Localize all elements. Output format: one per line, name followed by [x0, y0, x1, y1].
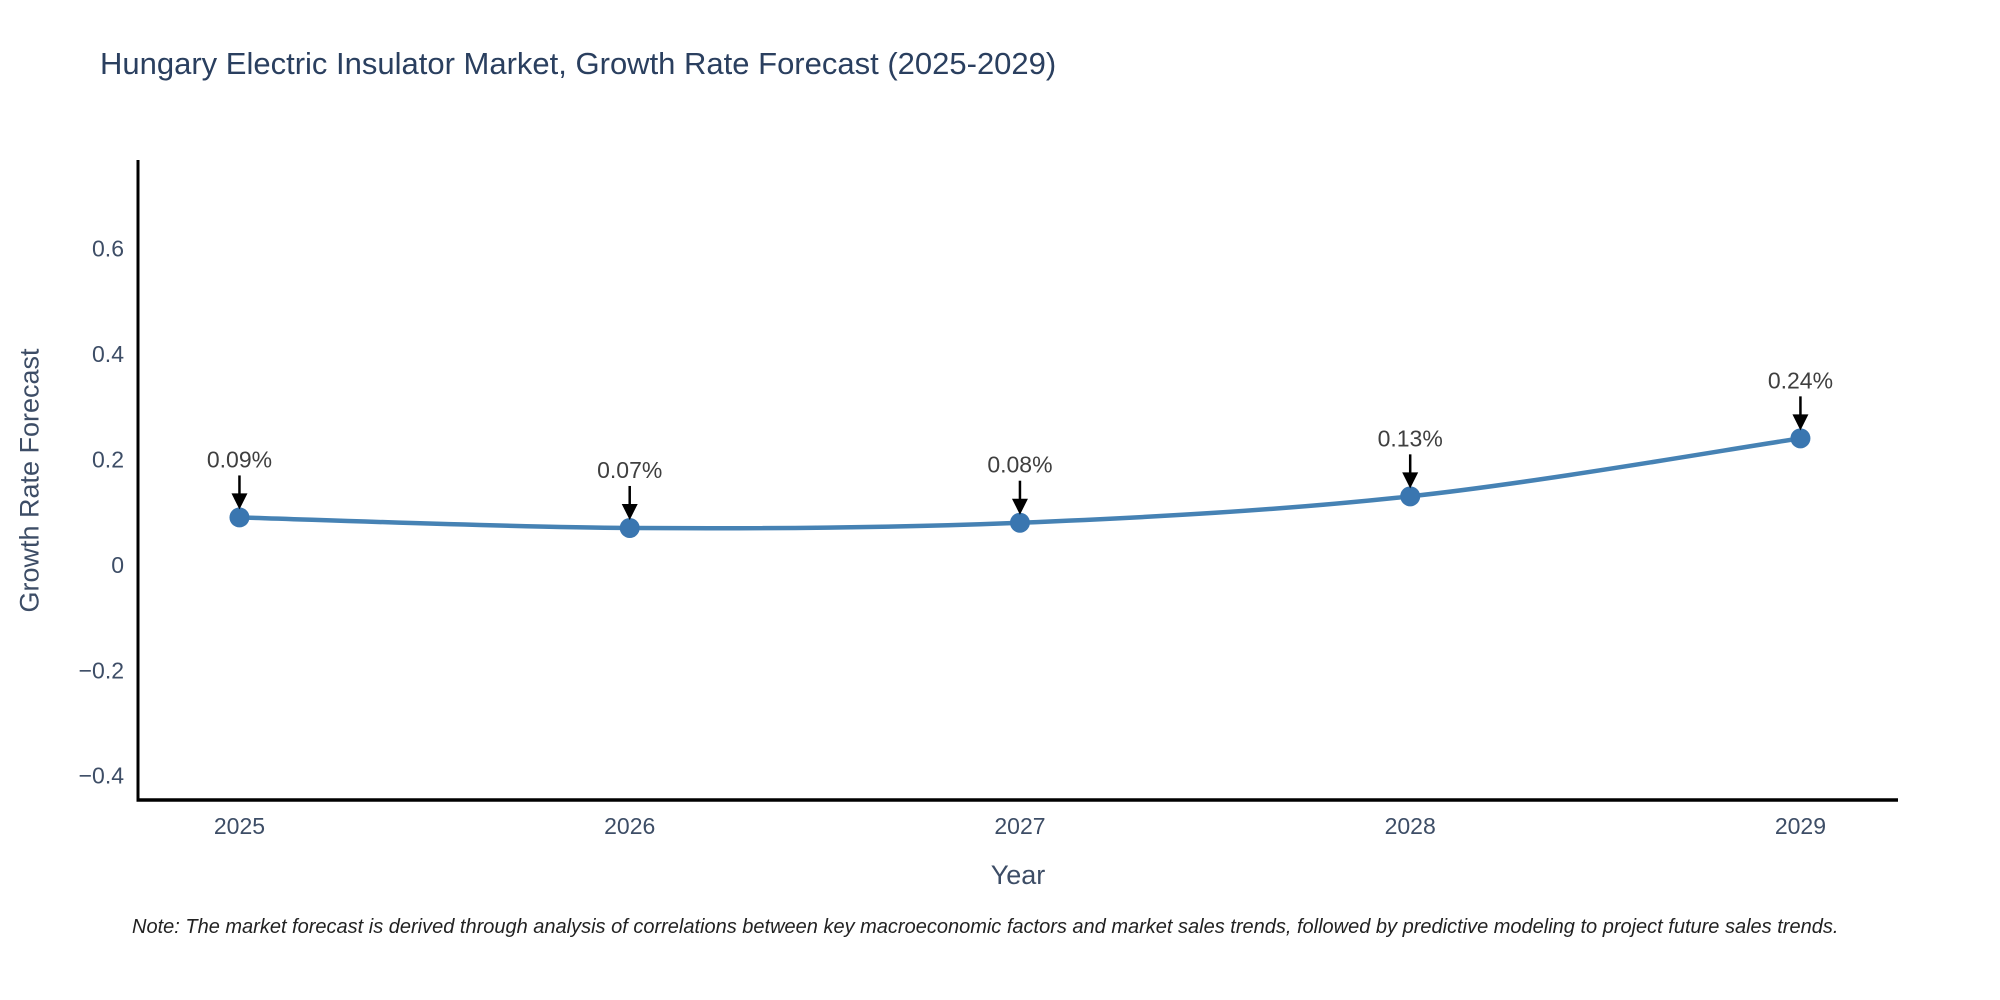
annotation-arrowhead — [1011, 498, 1028, 515]
x-tick-label: 2029 — [1775, 813, 1826, 839]
x-axis-title: Year — [990, 860, 1046, 890]
y-tick-label: 0 — [111, 552, 124, 578]
y-tick-label: 0.2 — [92, 446, 124, 472]
chart-footnote: Note: The market forecast is derived thr… — [132, 916, 1839, 938]
y-axis-title: Growth Rate Forecast — [14, 348, 45, 613]
annotation-arrowhead — [231, 493, 248, 510]
point-annotation-label: 0.07% — [597, 457, 662, 483]
x-tick-label: 2026 — [604, 813, 655, 839]
data-point-marker — [229, 507, 250, 528]
annotation-arrowhead — [621, 503, 638, 520]
data-point-marker — [1009, 512, 1030, 533]
data-point-marker — [1790, 428, 1811, 449]
y-tick-label: −0.4 — [79, 763, 125, 789]
data-point-marker — [1400, 486, 1421, 507]
y-tick-label: 0.6 — [92, 236, 124, 262]
x-tick-label: 2027 — [994, 813, 1045, 839]
chart-title: Hungary Electric Insulator Market, Growt… — [100, 46, 1057, 81]
point-annotation-label: 0.09% — [207, 446, 272, 472]
data-point-marker — [619, 517, 640, 538]
point-annotation-label: 0.08% — [987, 452, 1052, 478]
point-annotation-label: 0.24% — [1768, 367, 1833, 393]
y-tick-label: 0.4 — [92, 341, 124, 367]
point-annotation-label: 0.13% — [1378, 425, 1443, 451]
x-tick-label: 2028 — [1385, 813, 1436, 839]
y-tick-label: −0.2 — [79, 657, 124, 683]
annotation-arrowhead — [1402, 472, 1419, 489]
x-tick-label: 2025 — [214, 813, 265, 839]
annotation-arrowhead — [1792, 414, 1809, 431]
